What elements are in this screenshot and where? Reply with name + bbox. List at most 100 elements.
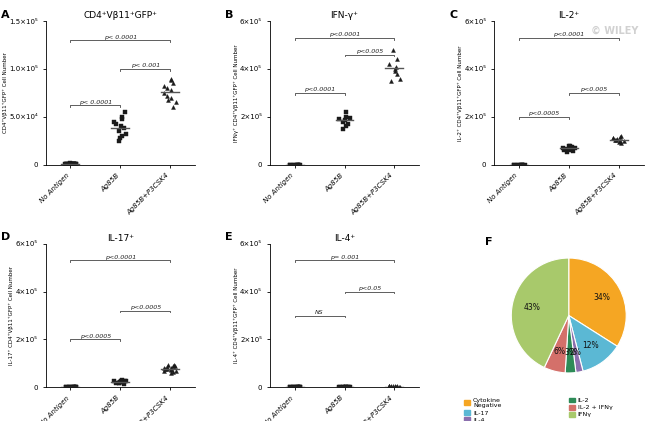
- Point: [294, 384, 305, 391]
- Point: [569, 145, 580, 152]
- Point: [64, 160, 75, 167]
- Point: [518, 161, 528, 168]
- Title: CD4⁺Vβ11⁺GFP⁺: CD4⁺Vβ11⁺GFP⁺: [83, 11, 157, 20]
- Point: [109, 118, 120, 125]
- Wedge shape: [565, 315, 576, 373]
- Wedge shape: [569, 315, 618, 371]
- Title: IL-2⁺: IL-2⁺: [558, 11, 579, 20]
- Text: 3%: 3%: [564, 348, 576, 357]
- Point: [67, 160, 77, 167]
- Point: [391, 384, 401, 390]
- Point: [390, 383, 400, 390]
- Text: 12%: 12%: [582, 341, 599, 350]
- Point: [339, 117, 350, 124]
- Point: [166, 87, 176, 93]
- Point: [60, 384, 71, 391]
- Point: [294, 161, 304, 168]
- Point: [66, 161, 76, 168]
- Point: [116, 378, 127, 385]
- Point: [64, 161, 75, 168]
- Text: p< 0.001: p< 0.001: [131, 64, 160, 68]
- Point: [116, 123, 127, 130]
- Point: [171, 367, 181, 374]
- Point: [386, 383, 396, 390]
- Point: [392, 56, 402, 63]
- Point: [517, 161, 527, 168]
- Point: [60, 160, 70, 167]
- Point: [70, 384, 81, 391]
- Point: [162, 92, 172, 99]
- Point: [610, 136, 621, 143]
- Point: [162, 85, 172, 91]
- Point: [163, 361, 174, 368]
- Point: [608, 134, 618, 141]
- Point: [289, 384, 299, 391]
- Y-axis label: CD4⁺Vβ11⁺GFP⁺ Cell Number: CD4⁺Vβ11⁺GFP⁺ Cell Number: [3, 53, 8, 133]
- Point: [60, 161, 71, 168]
- Point: [160, 366, 170, 373]
- Point: [384, 61, 394, 67]
- Point: [67, 161, 77, 168]
- Point: [68, 384, 78, 391]
- Point: [343, 121, 353, 128]
- Point: [170, 363, 180, 370]
- Point: [115, 378, 125, 385]
- Point: [390, 68, 400, 75]
- Point: [115, 134, 125, 141]
- Point: [517, 161, 527, 168]
- Point: [562, 146, 573, 152]
- Point: [295, 161, 306, 168]
- Point: [109, 377, 120, 384]
- Point: [168, 104, 178, 111]
- Point: [338, 384, 348, 391]
- Point: [292, 161, 302, 168]
- Y-axis label: IL-4⁺ CD4⁺Vβ11⁺GFP⁺ Cell Number: IL-4⁺ CD4⁺Vβ11⁺GFP⁺ Cell Number: [233, 268, 239, 363]
- Point: [120, 109, 130, 115]
- Point: [384, 383, 394, 390]
- Point: [389, 66, 400, 72]
- Point: [565, 144, 575, 150]
- Point: [64, 161, 74, 168]
- Point: [341, 113, 351, 120]
- Point: [391, 63, 401, 70]
- Point: [168, 80, 178, 87]
- Point: [120, 378, 130, 384]
- Point: [163, 96, 174, 103]
- Point: [564, 143, 574, 149]
- Point: [292, 161, 303, 168]
- Text: p<0.05: p<0.05: [358, 286, 381, 291]
- Point: [562, 148, 572, 155]
- Point: [386, 77, 396, 84]
- Point: [608, 135, 618, 142]
- Text: 34%: 34%: [593, 293, 610, 302]
- Point: [517, 161, 528, 168]
- Point: [116, 113, 127, 120]
- Point: [113, 137, 124, 144]
- Point: [289, 161, 299, 168]
- Point: [64, 384, 75, 391]
- Point: [68, 161, 79, 168]
- Point: [64, 384, 75, 391]
- Point: [116, 377, 127, 384]
- Point: [345, 384, 356, 391]
- Text: p<0.0005: p<0.0005: [528, 111, 560, 116]
- Y-axis label: IFNγ⁺ CD4⁺Vβ11⁺GFP⁺ Cell Number: IFNγ⁺ CD4⁺Vβ11⁺GFP⁺ Cell Number: [233, 44, 239, 142]
- Point: [289, 384, 299, 391]
- Point: [292, 161, 303, 168]
- Point: [116, 115, 127, 122]
- Point: [345, 115, 356, 121]
- Point: [616, 140, 627, 147]
- Text: p<0.0005: p<0.0005: [80, 334, 111, 339]
- Point: [285, 384, 295, 391]
- Point: [513, 161, 523, 168]
- Point: [292, 384, 303, 391]
- Y-axis label: IL-17⁺ CD4⁺Vβ11⁺GFP⁺ Cell Number: IL-17⁺ CD4⁺Vβ11⁺GFP⁺ Cell Number: [9, 266, 14, 365]
- Point: [288, 384, 298, 391]
- Point: [166, 370, 177, 376]
- Point: [341, 384, 351, 390]
- Point: [113, 379, 124, 386]
- Point: [616, 133, 627, 139]
- Text: p<0.0005: p<0.0005: [129, 305, 161, 310]
- Title: IL-4⁺: IL-4⁺: [334, 234, 355, 243]
- Text: p<0.0001: p<0.0001: [329, 32, 360, 37]
